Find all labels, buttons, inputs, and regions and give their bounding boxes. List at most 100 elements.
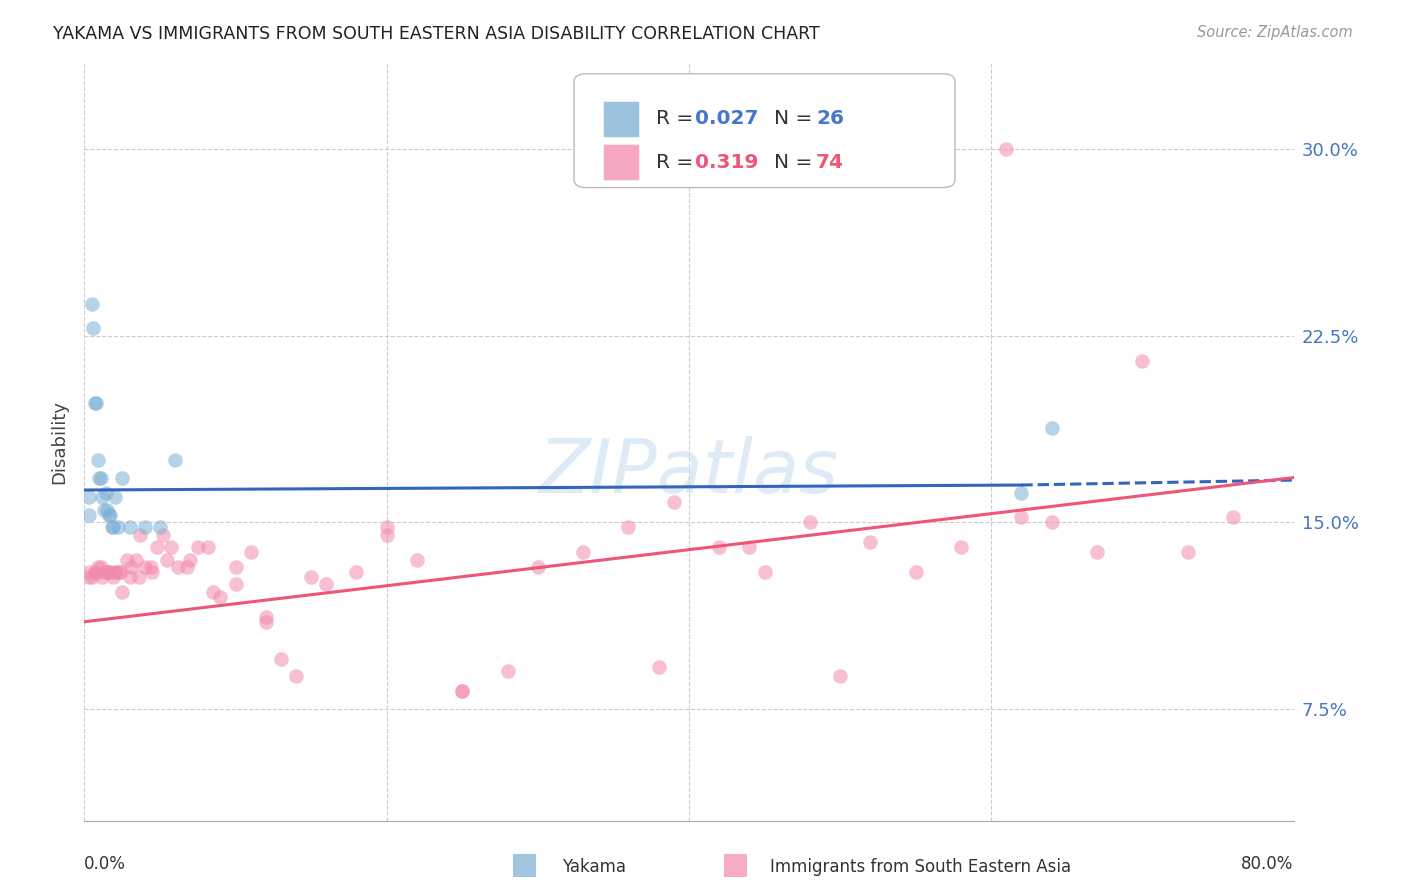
Point xyxy=(754,565,776,579)
Point xyxy=(77,508,100,522)
Point xyxy=(101,520,124,534)
Point xyxy=(128,570,150,584)
Point xyxy=(1085,545,1108,559)
Point xyxy=(165,453,187,467)
Point xyxy=(1040,516,1063,530)
Point xyxy=(108,565,131,579)
Point xyxy=(496,665,519,679)
Text: 0.0%: 0.0% xyxy=(84,855,127,872)
Point xyxy=(120,560,142,574)
Point xyxy=(84,565,107,579)
Point xyxy=(101,570,124,584)
FancyBboxPatch shape xyxy=(603,145,640,180)
Point xyxy=(90,470,112,484)
Text: R =: R = xyxy=(657,153,700,172)
Text: 0.027: 0.027 xyxy=(695,110,758,128)
Point xyxy=(617,520,640,534)
Point xyxy=(159,540,181,554)
Point xyxy=(110,565,132,579)
Point xyxy=(104,565,127,579)
Point xyxy=(97,565,120,579)
Point xyxy=(375,520,398,534)
Point xyxy=(209,590,232,604)
Text: Immigrants from South Eastern Asia: Immigrants from South Eastern Asia xyxy=(770,858,1071,876)
Point xyxy=(77,491,100,505)
Point xyxy=(1011,510,1033,524)
Point xyxy=(156,552,179,566)
Point xyxy=(149,520,172,534)
Point xyxy=(87,560,110,574)
Point xyxy=(1177,545,1199,559)
Point xyxy=(197,540,219,554)
Point xyxy=(346,565,368,579)
Point xyxy=(995,143,1018,157)
Point xyxy=(98,508,121,522)
Text: YAKAMA VS IMMIGRANTS FROM SOUTH EASTERN ASIA DISABILITY CORRELATION CHART: YAKAMA VS IMMIGRANTS FROM SOUTH EASTERN … xyxy=(53,25,820,43)
Point xyxy=(738,540,761,554)
Point xyxy=(799,516,821,530)
Point xyxy=(134,560,156,574)
Text: 26: 26 xyxy=(815,110,844,128)
Point xyxy=(91,570,114,584)
Point xyxy=(86,396,108,410)
Point xyxy=(115,552,138,566)
Point xyxy=(1011,485,1033,500)
Text: ZIPatlas: ZIPatlas xyxy=(538,436,839,508)
Point xyxy=(107,520,129,534)
Point xyxy=(146,540,169,554)
Text: Yakama: Yakama xyxy=(562,858,627,876)
Point xyxy=(187,540,209,554)
Point xyxy=(104,491,127,505)
Text: 74: 74 xyxy=(815,153,844,172)
Text: Source: ZipAtlas.com: Source: ZipAtlas.com xyxy=(1197,25,1353,40)
Point xyxy=(239,545,262,559)
Text: R =: R = xyxy=(657,110,700,128)
Point xyxy=(201,585,224,599)
Point xyxy=(375,528,398,542)
Point xyxy=(98,565,121,579)
Point xyxy=(111,585,134,599)
Text: 0.319: 0.319 xyxy=(695,153,758,172)
Point xyxy=(225,560,247,574)
Point xyxy=(100,520,122,534)
Point xyxy=(118,570,141,584)
Point xyxy=(254,609,277,624)
Point xyxy=(270,652,292,666)
Point xyxy=(859,535,882,549)
Point xyxy=(254,615,277,629)
Point xyxy=(315,577,337,591)
Point xyxy=(406,552,429,566)
Point xyxy=(950,540,973,554)
Point xyxy=(111,470,134,484)
Point xyxy=(1222,510,1244,524)
Text: 80.0%: 80.0% xyxy=(1241,855,1294,872)
FancyBboxPatch shape xyxy=(574,74,955,187)
Point xyxy=(285,669,308,683)
Point xyxy=(129,528,152,542)
FancyBboxPatch shape xyxy=(603,101,640,136)
Point xyxy=(87,453,110,467)
Point xyxy=(77,565,100,579)
Point xyxy=(94,485,117,500)
Point xyxy=(89,470,111,484)
Point xyxy=(118,520,141,534)
Point xyxy=(451,684,474,698)
Point xyxy=(105,565,128,579)
Point xyxy=(152,528,174,542)
Point xyxy=(176,560,198,574)
Point xyxy=(527,560,550,574)
Point xyxy=(1130,353,1153,368)
Point xyxy=(93,503,115,517)
Point xyxy=(80,570,103,584)
Text: N =: N = xyxy=(773,153,818,172)
Point xyxy=(572,545,595,559)
Point xyxy=(96,503,118,517)
Point xyxy=(709,540,731,554)
Point xyxy=(179,552,201,566)
Point xyxy=(648,659,671,673)
Point xyxy=(134,520,156,534)
Point xyxy=(96,565,118,579)
Point xyxy=(299,570,322,584)
Point xyxy=(90,560,112,574)
Point xyxy=(91,491,114,505)
